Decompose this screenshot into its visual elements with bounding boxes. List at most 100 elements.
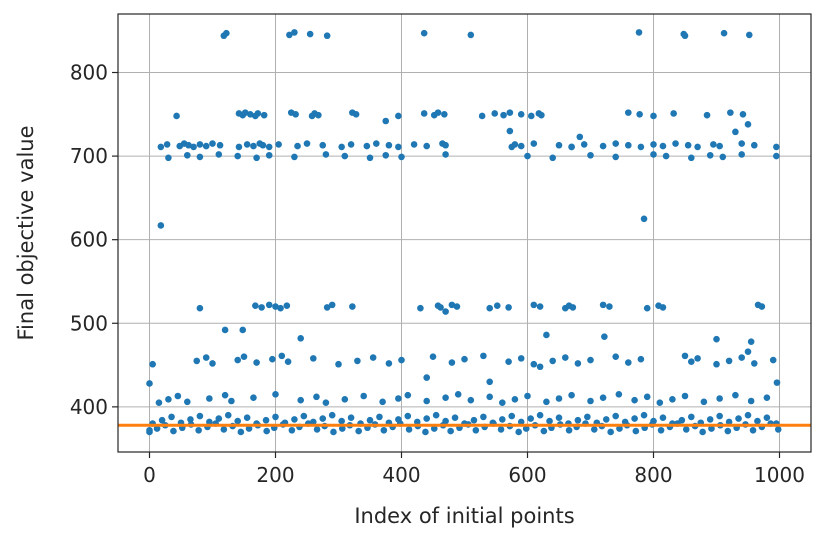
data-point [202, 354, 210, 361]
y-tick-label: 400 [70, 395, 108, 419]
data-point [546, 417, 553, 425]
data-point [306, 30, 314, 38]
data-point [716, 142, 723, 150]
data-point [277, 304, 284, 312]
data-point [536, 411, 544, 419]
data-point [725, 357, 733, 365]
data-point [612, 412, 619, 420]
data-point [434, 109, 442, 116]
data-point [284, 358, 292, 366]
data-point [562, 354, 569, 361]
data-point [395, 112, 402, 120]
data-point [682, 426, 690, 433]
data-point [423, 415, 431, 422]
data-point [659, 414, 667, 422]
data-point [713, 360, 720, 368]
data-point [330, 428, 337, 436]
data-point [517, 418, 525, 426]
data-point [662, 152, 670, 160]
data-point [493, 302, 501, 310]
x-tick-label: 0 [143, 463, 156, 487]
data-point [725, 418, 733, 426]
data-point [283, 302, 291, 310]
data-point [341, 396, 349, 403]
data-point [196, 412, 204, 420]
data-point [739, 111, 747, 118]
data-point [228, 397, 235, 405]
data-point [209, 140, 216, 147]
data-point [247, 111, 254, 118]
data-point [315, 111, 322, 119]
data-point [568, 391, 575, 399]
data-point [157, 143, 165, 151]
data-point [366, 416, 374, 424]
data-point [313, 426, 321, 433]
y-tick-label: 700 [70, 144, 108, 168]
data-point [382, 117, 390, 125]
data-point [269, 355, 276, 363]
data-point [265, 143, 273, 151]
data-point [352, 111, 360, 118]
data-point [719, 153, 727, 161]
data-point [341, 152, 349, 160]
data-point [773, 379, 781, 386]
data-point [243, 141, 251, 148]
data-point [656, 399, 664, 406]
data-point [499, 399, 506, 406]
data-point [612, 353, 619, 361]
data-point [310, 418, 317, 426]
data-point [442, 151, 449, 158]
data-point [196, 304, 204, 312]
data-point [569, 304, 577, 311]
data-point [420, 110, 428, 117]
x-tick-label: 1000 [754, 463, 805, 487]
data-point [405, 426, 413, 433]
data-point [291, 153, 298, 161]
data-point [234, 356, 241, 364]
grid-lines [118, 14, 811, 452]
data-point [442, 394, 449, 401]
data-point [165, 154, 172, 162]
data-point [423, 397, 431, 405]
data-point [706, 151, 714, 159]
data-point [524, 392, 531, 400]
data-point [699, 428, 706, 436]
data-point [758, 303, 766, 310]
data-point [291, 29, 298, 36]
data-point [751, 141, 758, 149]
data-point [155, 399, 163, 406]
x-tick-label: 800 [634, 463, 672, 487]
data-point [584, 413, 591, 421]
data-point [708, 425, 715, 432]
data-point [382, 151, 390, 159]
data-point [163, 141, 171, 148]
data-point [369, 354, 377, 361]
data-point [272, 413, 279, 421]
y-axis-label: Final objective value [14, 125, 38, 340]
data-point [216, 141, 224, 149]
data-point [206, 395, 213, 402]
data-point [650, 141, 657, 148]
data-point [294, 142, 301, 150]
data-point [187, 416, 194, 423]
x-tick-label: 400 [382, 463, 420, 487]
data-point [149, 360, 156, 368]
data-point [245, 425, 253, 432]
data-point [252, 302, 259, 310]
data-point [253, 359, 260, 366]
data-point [625, 141, 632, 149]
data-point [669, 396, 676, 403]
x-tick-label: 600 [508, 463, 546, 487]
data-point [385, 141, 393, 149]
data-point [239, 326, 247, 334]
data-point [250, 142, 257, 150]
data-point [221, 326, 229, 334]
data-point [303, 140, 311, 147]
data-point [235, 143, 243, 151]
data-point [744, 348, 752, 355]
data-point [511, 396, 519, 403]
data-point [376, 413, 383, 421]
data-point [237, 428, 245, 436]
data-point [146, 426, 153, 434]
